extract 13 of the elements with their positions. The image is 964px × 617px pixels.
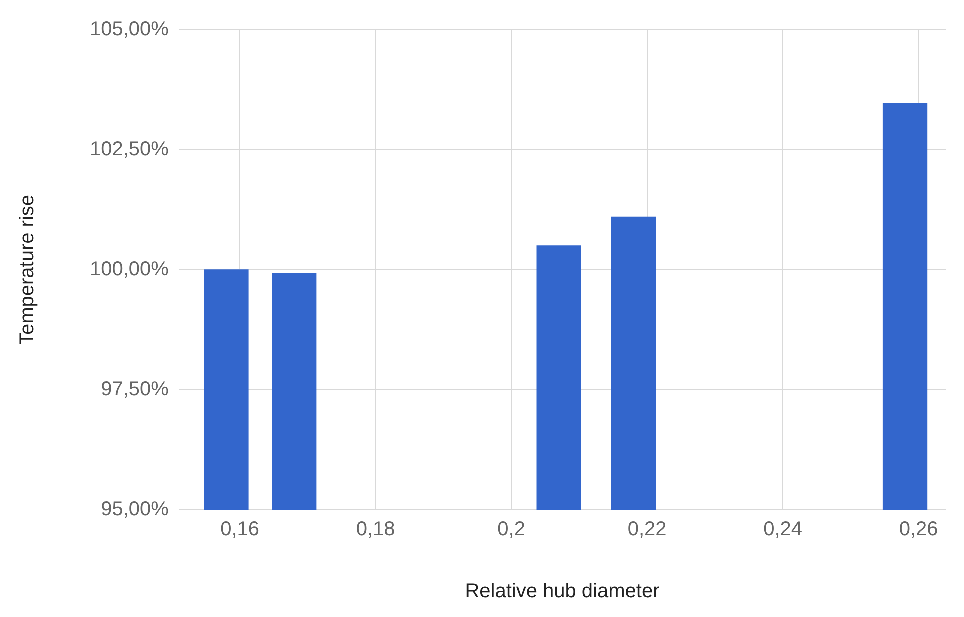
x-tick-label: 0,22 — [628, 518, 667, 541]
x-tick-label: 0,2 — [498, 518, 526, 541]
x-tick-label: 0,18 — [356, 518, 396, 541]
y-tick-label: 102,50% — [90, 138, 170, 161]
y-tick-label: 95,00% — [101, 498, 170, 521]
x-axis-title: Relative hub diameter — [465, 580, 660, 603]
x-tick-label: 0,24 — [764, 518, 803, 541]
y-axis-title: Temperature rise — [16, 194, 39, 346]
x-tick-label: 0,26 — [899, 518, 938, 541]
y-tick-label: 97,50% — [101, 378, 170, 401]
x-tick-label: 0,16 — [220, 518, 260, 541]
y-tick-label: 105,00% — [90, 18, 170, 41]
y-tick-label: 100,00% — [90, 258, 170, 281]
